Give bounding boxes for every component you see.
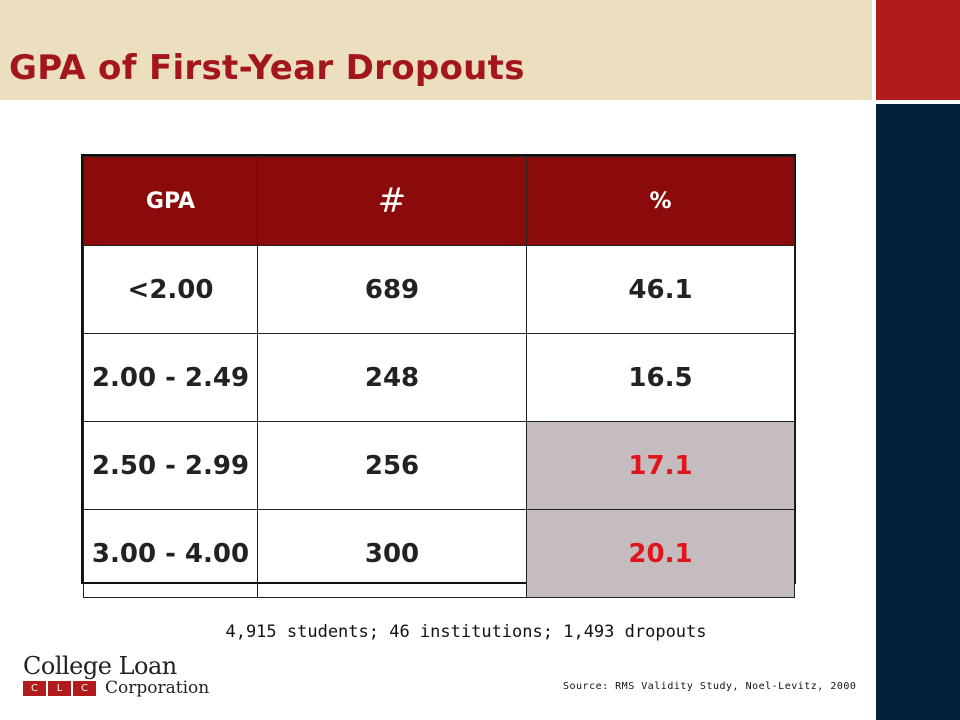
table-row: 2.00 - 2.49 248 16.5 — [83, 333, 795, 422]
table-row: 3.00 - 4.00 300 20.1 — [83, 509, 795, 598]
cell-percent: 46.1 — [526, 245, 795, 334]
cell-gpa: 2.00 - 2.49 — [83, 333, 258, 422]
cell-percent-highlighted: 17.1 — [526, 421, 795, 510]
header-percent: % — [526, 156, 795, 246]
logo-badge-letter: L — [48, 681, 71, 696]
table-header-row: GPA # % — [83, 156, 795, 246]
cell-count: 256 — [257, 421, 527, 510]
cell-gpa: <2.00 — [83, 245, 258, 334]
accent-bar-red — [876, 0, 960, 100]
logo-badge-letter: C — [73, 681, 96, 696]
cell-count: 300 — [257, 509, 527, 598]
header-count: # — [257, 156, 527, 246]
cell-gpa: 2.50 - 2.99 — [83, 421, 258, 510]
cell-count: 689 — [257, 245, 527, 334]
logo-line-1: College Loan — [23, 652, 177, 680]
slide-title: GPA of First-Year Dropouts — [9, 48, 525, 88]
logo-line-2: Corporation — [105, 678, 210, 698]
logo-badge-letter: C — [23, 681, 46, 696]
cell-count: 248 — [257, 333, 527, 422]
sample-note: 4,915 students; 46 institutions; 1,493 d… — [225, 622, 707, 642]
college-loan-logo: College Loan C L C Corporation — [23, 652, 209, 698]
table-row: <2.00 689 46.1 — [83, 245, 795, 334]
title-band — [0, 0, 872, 100]
table-row: 2.50 - 2.99 256 17.1 — [83, 421, 795, 510]
accent-bar-navy — [876, 104, 960, 720]
logo-clc-badge: C L C — [23, 681, 96, 696]
cell-percent-highlighted: 20.1 — [526, 509, 795, 598]
cell-gpa: 3.00 - 4.00 — [83, 509, 258, 598]
header-gpa: GPA — [83, 156, 258, 246]
cell-percent: 16.5 — [526, 333, 795, 422]
gpa-table: GPA # % <2.00 689 46.1 2.00 - 2.49 248 1… — [81, 154, 796, 598]
source-citation: Source: RMS Validity Study, Noel-Levitz,… — [563, 681, 857, 692]
